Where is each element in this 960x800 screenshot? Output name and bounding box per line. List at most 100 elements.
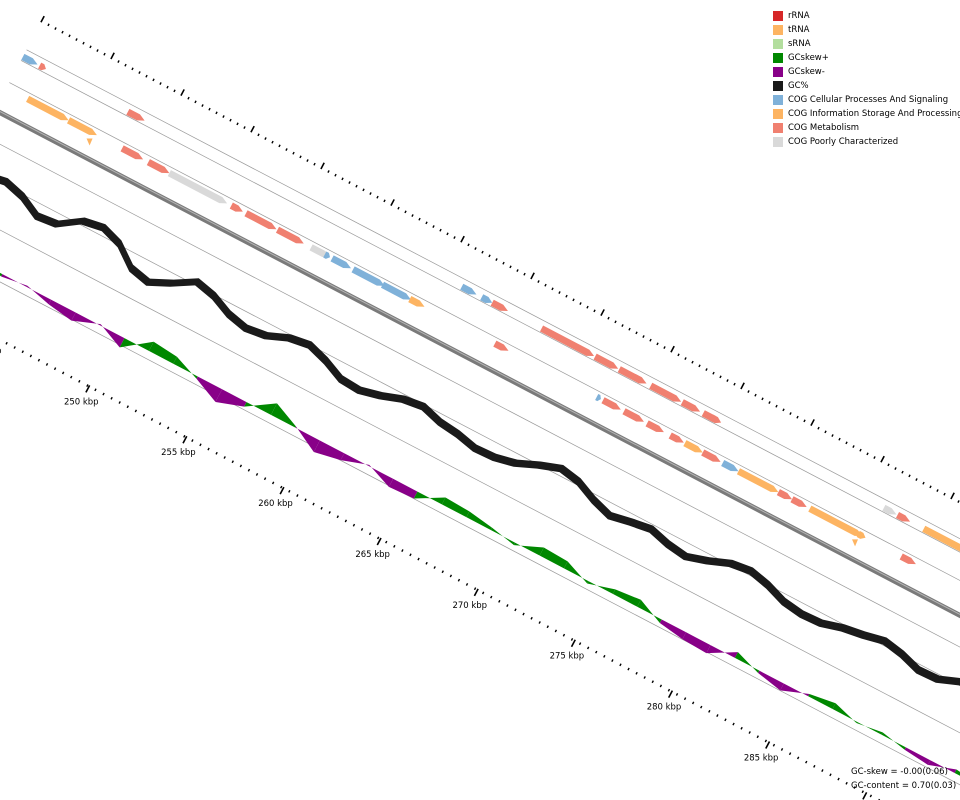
outer-tick (481, 250, 484, 254)
inner-tick (506, 604, 509, 608)
cds-outer-arrow (895, 511, 911, 522)
outer-tick (390, 199, 395, 207)
inner-tick (708, 709, 711, 713)
track-guide-line (9, 82, 960, 581)
backbone-line (0, 109, 960, 619)
cds-outer-arrow (649, 382, 682, 402)
inner-tick (821, 769, 824, 773)
inner-tick (490, 595, 493, 599)
inner-tick (239, 464, 243, 468)
outer-tick (355, 184, 358, 188)
gc-skew-negative (196, 376, 223, 402)
cds-inner-arrow (309, 244, 331, 258)
inner-tick (700, 705, 703, 709)
inner-tick (37, 358, 41, 362)
outer-tick (621, 324, 624, 327)
inner-tick (740, 726, 743, 730)
gc-skew-positive (413, 491, 446, 505)
outer-tick (698, 364, 701, 368)
outer-tick (208, 107, 211, 111)
legend-item-trna: tRNA (773, 23, 960, 37)
cds-outer-arrow (21, 53, 38, 65)
inner-tick (29, 354, 33, 358)
outer-tick (166, 85, 169, 89)
outer-tick (754, 393, 757, 397)
kbp-major-tick (85, 384, 91, 393)
outer-tick (831, 434, 834, 437)
outer-tick (327, 170, 330, 173)
cds-inner-arrow (595, 393, 601, 402)
outer-tick (873, 456, 876, 459)
cds-inner-arrow (146, 159, 170, 174)
outer-tick (684, 357, 687, 360)
inner-tick (312, 502, 315, 506)
outer-tick (551, 287, 554, 291)
kbp-major-tick (570, 639, 576, 648)
gc-skew-plot (0, 272, 960, 776)
outer-tick (474, 247, 477, 250)
inner-tick (829, 773, 832, 777)
outer-tick (726, 379, 729, 382)
inner-tick (13, 346, 16, 349)
outer-tick (243, 126, 246, 129)
track-guide-lines (0, 49, 960, 786)
inner-tick (788, 752, 792, 756)
outer-tick (929, 485, 932, 489)
cds-inner-arrow (736, 468, 779, 493)
inner-tick (94, 388, 97, 392)
outer-tick (635, 331, 638, 335)
outer-tick (586, 305, 589, 309)
inner-tick (878, 798, 881, 800)
cds-outer-arrow (680, 399, 701, 412)
track-guide-line (0, 182, 960, 686)
inner-tick (336, 515, 339, 519)
inner-tick (328, 511, 331, 514)
outer-tick (817, 426, 820, 430)
outer-tick (299, 155, 302, 159)
inner-tick (61, 371, 65, 375)
gc-skew-negative (295, 426, 320, 452)
outer-tick (789, 412, 792, 415)
kbp-label: 280 kbp (647, 703, 682, 713)
inner-tick (595, 650, 598, 654)
cds-outer-arrow (922, 525, 960, 552)
inner-tick (514, 608, 517, 612)
cds-inner-arrow (229, 202, 243, 212)
gc-content-stat: GC-content = 0.70(0.03) (851, 781, 957, 791)
gc-skew-positive (119, 338, 154, 351)
inner-tick (611, 659, 614, 663)
trna-marker (86, 138, 93, 146)
gc-skew-positive (441, 497, 470, 518)
inner-tick (288, 489, 291, 493)
gc-skew-negative (368, 464, 394, 487)
inner-tick (118, 401, 121, 404)
outer-tick (740, 382, 745, 390)
inner-tick (465, 582, 469, 586)
inner-tick (110, 396, 113, 400)
inner-tick (635, 671, 638, 675)
outer-tick (250, 125, 255, 133)
outer-tick (516, 269, 519, 272)
outer-tick (75, 38, 78, 41)
outer-tick (334, 173, 337, 177)
kbp-major-tick (862, 791, 868, 800)
outer-tick (110, 52, 115, 60)
track-guide-line (0, 281, 960, 786)
gc-skew-positive (466, 511, 492, 530)
gc-skew-positive (587, 581, 616, 594)
gc-skew-negative (682, 632, 711, 654)
outer-tick (306, 159, 309, 162)
outer-tick (845, 441, 848, 445)
outer-tick (61, 30, 64, 34)
inner-tick (5, 341, 8, 345)
outer-tick (628, 327, 631, 331)
inner-tick (748, 731, 751, 734)
inner-tick (651, 680, 654, 684)
cds-inner-arrow (26, 95, 69, 121)
inner-tick (385, 540, 388, 544)
outer-tick (145, 74, 148, 78)
outer-tick (670, 345, 675, 353)
legend-item-cog-poorly: COG Poorly Characterized (773, 135, 960, 149)
gc-skew-negative (758, 670, 784, 691)
gc-skew-negative (659, 619, 687, 640)
